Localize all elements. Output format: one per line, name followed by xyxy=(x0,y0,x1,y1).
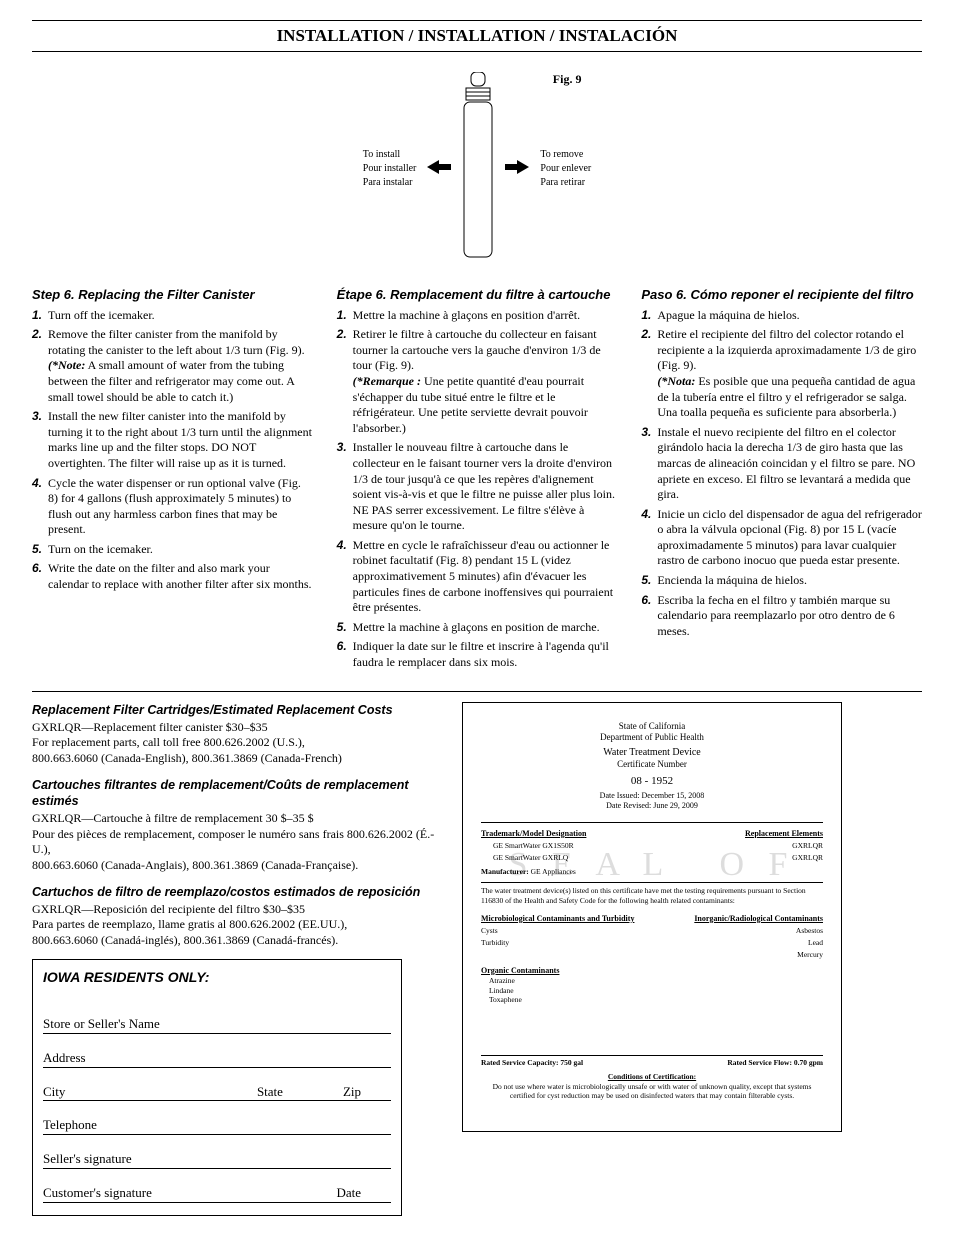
certificate: S E A L O F State of California Departme… xyxy=(462,702,842,1132)
iowa-form: IOWA RESIDENTS ONLY: Store or Seller's N… xyxy=(32,959,402,1217)
arrow-right-icon xyxy=(501,156,531,182)
replace-head-en: Replacement Filter Cartridges/Estimated … xyxy=(32,702,442,718)
lower-section: Replacement Filter Cartridges/Estimated … xyxy=(32,702,922,1216)
replace-body-es: GXRLQR—Reposición del recipiente del fil… xyxy=(32,902,442,949)
figure-label: Fig. 9 xyxy=(553,72,582,88)
col-english: Step 6. Replacing the Filter Canister 1.… xyxy=(32,287,313,675)
cert-header: State of California Department of Public… xyxy=(481,721,823,812)
col-spanish: Paso 6. Cómo reponer el recipiente del f… xyxy=(641,287,922,675)
form-line-custsig[interactable]: Customer's signature Date xyxy=(43,1169,391,1203)
figure-9: Fig. 9 To install Pour installer Para in… xyxy=(32,72,922,267)
arrow-left-icon xyxy=(425,156,455,182)
col-french: Étape 6. Remplacement du filtre à cartou… xyxy=(337,287,618,675)
install-labels: To install Pour installer Para instalar xyxy=(363,148,417,190)
replace-body-fr: GXRLQR—Cartouche à filtre de remplacemen… xyxy=(32,811,442,873)
form-line-telephone[interactable]: Telephone xyxy=(43,1101,391,1135)
page-title-bar: INSTALLATION / INSTALLATION / INSTALACIÓ… xyxy=(32,20,922,52)
lower-left: Replacement Filter Cartridges/Estimated … xyxy=(32,702,442,1216)
form-line-sellersig[interactable]: Seller's signature xyxy=(43,1135,391,1169)
replace-head-es: Cartuchos de filtro de reemplazo/costos … xyxy=(32,884,442,900)
filter-canister-icon xyxy=(458,72,498,267)
form-line-city[interactable]: City State Zip xyxy=(43,1068,391,1102)
remove-labels: To remove Pour enlever Para retirar xyxy=(540,148,591,190)
page-title: INSTALLATION / INSTALLATION / INSTALACIÓ… xyxy=(32,25,922,47)
divider xyxy=(32,691,922,692)
form-line-store[interactable]: Store or Seller's Name xyxy=(43,1000,391,1034)
instruction-columns: Step 6. Replacing the Filter Canister 1.… xyxy=(32,287,922,675)
replace-head-fr: Cartouches filtrantes de remplacement/Co… xyxy=(32,777,442,810)
form-line-address[interactable]: Address xyxy=(43,1034,391,1068)
step-head-en: Step 6. Replacing the Filter Canister xyxy=(32,287,313,304)
replace-body-en: GXRLQR—Replacement filter canister $30–$… xyxy=(32,720,442,767)
step-head-es: Paso 6. Cómo reponer el recipiente del f… xyxy=(641,287,922,304)
iowa-title: IOWA RESIDENTS ONLY: xyxy=(43,968,391,986)
step-head-fr: Étape 6. Remplacement du filtre à cartou… xyxy=(337,287,618,304)
